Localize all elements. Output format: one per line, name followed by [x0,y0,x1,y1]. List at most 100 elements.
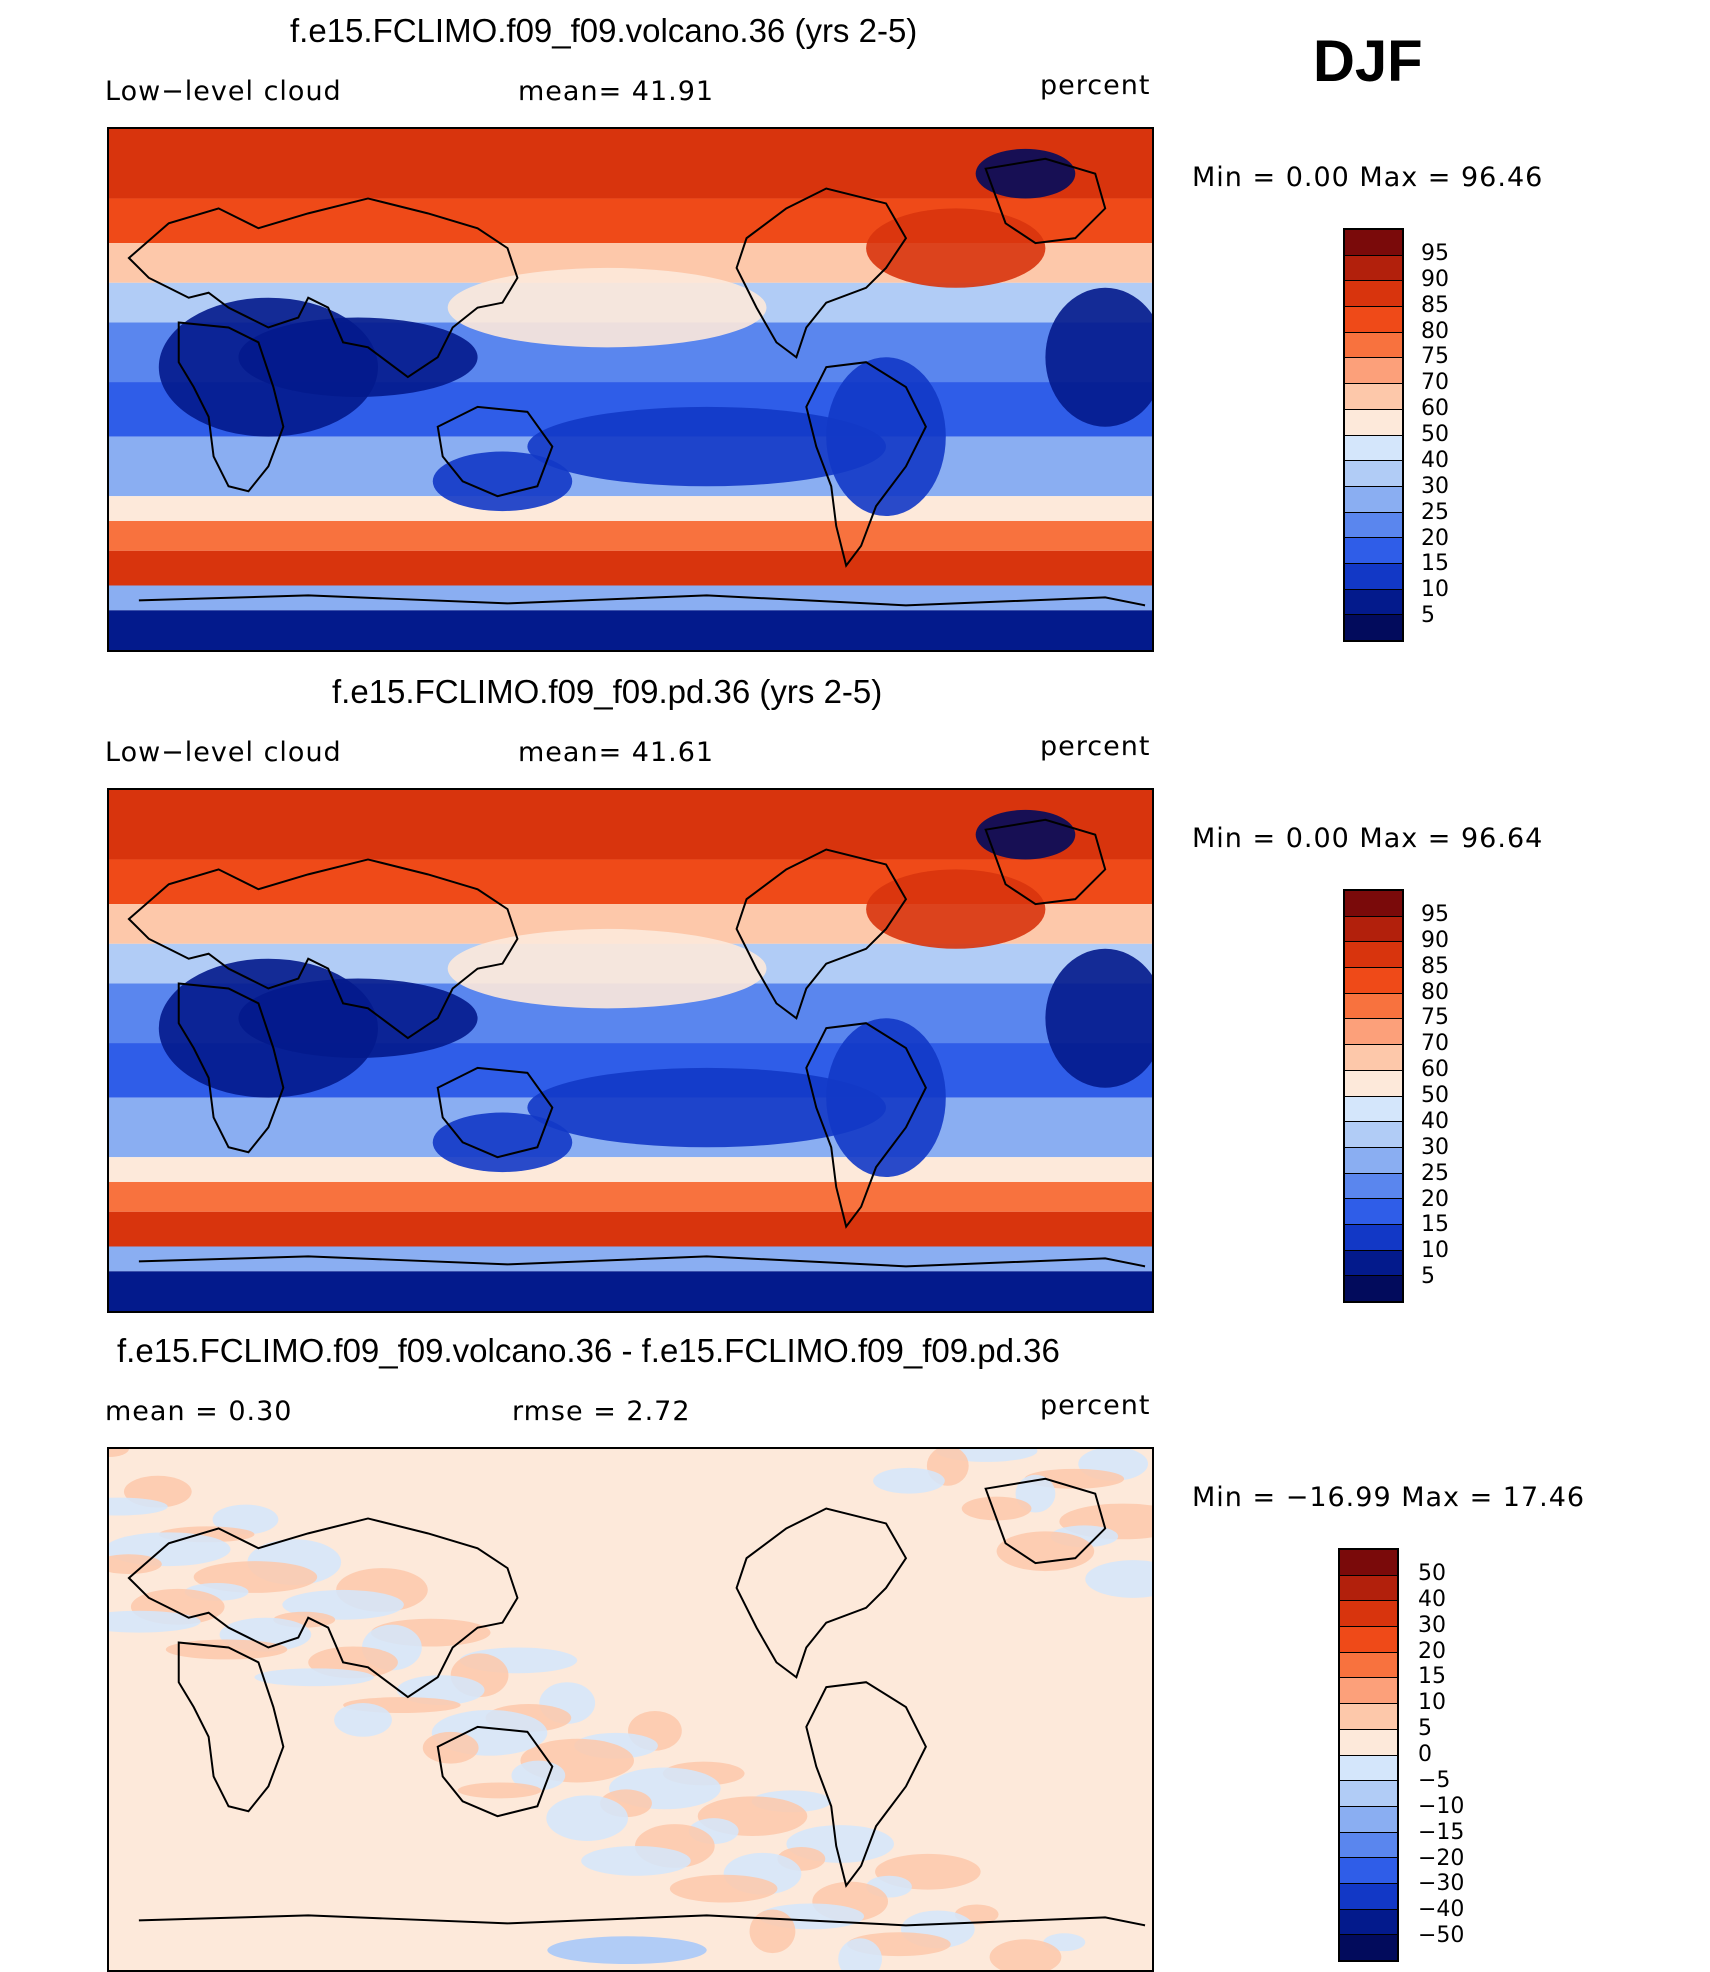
colorbar-tick-label: 30 [1421,473,1449,499]
colorbar-swatch [1340,1883,1397,1910]
panel-2-variable-label: Low−level cloud [105,737,342,768]
colorbar-swatch [1345,255,1402,282]
colorbar-swatch [1340,1832,1397,1859]
map-field [109,1449,1152,1970]
colorbar-swatch [1345,358,1402,385]
colorbar-swatch [1345,1224,1402,1251]
panel-1-variable-label: Low−level cloud [105,76,342,107]
colorbar-swatch [1340,1652,1397,1679]
colorbar-swatch [1345,409,1402,436]
colorbar-swatch [1340,1909,1397,1936]
colorbar-tick-label: 25 [1421,499,1449,525]
colorbar-tick-label: −15 [1418,1819,1465,1845]
colorbar-swatch [1340,1755,1397,1782]
panel-3-units-label: percent [1040,1390,1151,1421]
panel-3-minmax: Min = −16.99 Max = 17.46 [1192,1482,1586,1513]
colorbar-swatch [1345,942,1402,969]
colorbar-swatch [1345,1199,1402,1225]
colorbar-swatch [1345,512,1402,539]
colorbar-tick-label: 95 [1421,901,1449,927]
colorbar-swatch [1345,968,1402,994]
panel-3-mean-label: mean = 0.30 [105,1396,293,1427]
panel-3-rmse-label: rmse = 2.72 [512,1396,691,1427]
panel-1-map [107,127,1154,652]
colorbar-swatch [1340,1704,1397,1730]
panel-2-colorbar [1343,889,1404,1303]
colorbar-tick-label: 70 [1421,1031,1449,1057]
colorbar-tick-label: 40 [1421,447,1449,473]
colorbar-swatch [1340,1806,1397,1833]
colorbar-swatch [1345,230,1402,256]
colorbar-swatch [1345,1045,1402,1071]
colorbar-swatch [1340,1575,1397,1602]
colorbar-swatch [1340,1627,1397,1653]
panel-2-title: f.e15.FCLIMO.f09_f09.pd.36 (yrs 2-5) [332,673,883,710]
colorbar-tick-label: 30 [1418,1612,1446,1638]
colorbar-tick-label: 80 [1421,318,1449,344]
colorbar-swatch [1345,332,1402,359]
colorbar-swatch [1345,1096,1402,1123]
colorbar-tick-label: 10 [1421,577,1449,603]
panel-3-map [107,1447,1154,1972]
colorbar-tick-label: −10 [1418,1793,1465,1819]
colorbar-swatch [1345,615,1402,640]
colorbar-swatch [1345,1173,1402,1200]
colorbar-swatch [1340,1729,1397,1756]
colorbar-swatch [1345,435,1402,462]
panel-2-minmax: Min = 0.00 Max = 96.64 [1192,823,1544,854]
colorbar-swatch [1345,1276,1402,1301]
panel-1-colorbar [1343,228,1404,642]
panel-2-mean-label: mean= 41.61 [518,737,715,768]
colorbar-tick-label: 85 [1421,292,1449,318]
colorbar-tick-label: 20 [1421,1186,1449,1212]
colorbar-tick-label: 25 [1421,1160,1449,1186]
colorbar-swatch [1345,461,1402,487]
panel-2-units-label: percent [1040,731,1151,762]
colorbar-tick-label: 75 [1421,1005,1449,1031]
colorbar-swatch [1345,1019,1402,1046]
colorbar-tick-label: −30 [1418,1871,1465,1897]
colorbar-tick-label: −50 [1418,1923,1465,1949]
colorbar-tick-label: 10 [1418,1690,1446,1716]
colorbar-tick-label: 50 [1418,1560,1446,1586]
colorbar-tick-label: 5 [1418,1716,1432,1742]
colorbar-swatch [1345,281,1402,308]
colorbar-swatch [1340,1858,1397,1884]
colorbar-tick-label: 10 [1421,1238,1449,1264]
colorbar-swatch [1340,1781,1397,1807]
colorbar-tick-label: 85 [1421,953,1449,979]
colorbar-swatch [1345,307,1402,333]
map-field [109,129,1152,650]
panel-3-title: f.e15.FCLIMO.f09_f09.volcano.36 - f.e15.… [117,1332,1060,1369]
colorbar-swatch [1345,1147,1402,1174]
colorbar-swatch [1340,1550,1397,1576]
colorbar-tick-label: 60 [1421,1057,1449,1083]
colorbar-tick-label: 5 [1421,603,1435,629]
colorbar-tick-label: 70 [1421,370,1449,396]
panel-2-map [107,788,1154,1313]
colorbar-tick-label: −20 [1418,1845,1465,1871]
panel-1-title: f.e15.FCLIMO.f09_f09.volcano.36 (yrs 2-5… [290,12,918,49]
panel-3-colorbar [1338,1548,1399,1962]
season-label: DJF [1313,29,1423,94]
colorbar-swatch [1345,993,1402,1020]
colorbar-tick-label: 40 [1418,1586,1446,1612]
colorbar-swatch [1345,1070,1402,1097]
colorbar-tick-label: 15 [1421,551,1449,577]
colorbar-tick-label: 0 [1418,1742,1432,1767]
colorbar-swatch [1345,538,1402,564]
colorbar-tick-label: −40 [1418,1897,1465,1923]
colorbar-swatch [1345,589,1402,616]
colorbar-swatch [1345,891,1402,917]
panel-1-units-label: percent [1040,70,1151,101]
colorbar-tick-label: 20 [1421,525,1449,551]
colorbar-tick-label: 90 [1421,266,1449,292]
colorbar-tick-label: 15 [1418,1664,1446,1690]
colorbar-tick-label: 5 [1421,1264,1435,1290]
map-field [109,790,1152,1311]
colorbar-tick-label: 50 [1421,422,1449,447]
panel-1-mean-label: mean= 41.91 [518,76,715,107]
colorbar-tick-label: 90 [1421,927,1449,953]
colorbar-swatch [1345,916,1402,943]
colorbar-tick-label: 95 [1421,240,1449,266]
